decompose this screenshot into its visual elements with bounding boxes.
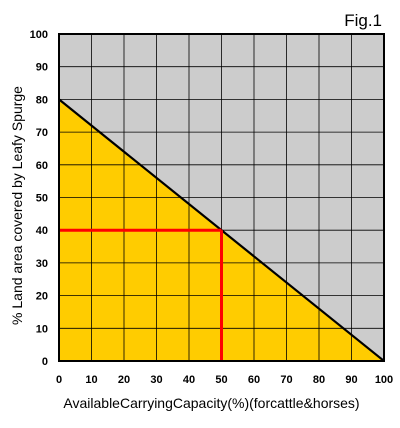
- x-tick-label: 70: [280, 374, 292, 386]
- y-tick-label: 50: [36, 193, 48, 205]
- x-tick-label: 90: [345, 374, 357, 386]
- x-tick-label: 10: [85, 374, 97, 386]
- y-axis-title: % Land area covered by Leafy Spurge: [9, 86, 25, 325]
- x-tick-label: 0: [56, 374, 62, 386]
- plot-frame: [58, 33, 385, 362]
- x-tick-label: 60: [248, 374, 260, 386]
- figure-label: Fig.1: [344, 11, 382, 30]
- y-tick-label: 10: [36, 323, 48, 335]
- y-tick-label: 20: [36, 291, 48, 303]
- x-tick-label: 20: [118, 374, 130, 386]
- y-tick-label: 90: [36, 62, 48, 74]
- x-tick-label: 80: [313, 374, 325, 386]
- x-axis-title: AvailableCarryingCapacity(%)(forcattle&h…: [63, 395, 359, 411]
- y-tick-label: 60: [36, 160, 48, 172]
- highlight-lines: [59, 228, 223, 361]
- y-tick-label: 70: [36, 127, 48, 139]
- x-tick-labels: 0 10 20 30 40 50 60 70 80 90 100: [56, 374, 393, 386]
- y-tick-label: 0: [42, 356, 48, 368]
- x-tick-label: 40: [183, 374, 195, 386]
- y-tick-label: 80: [36, 94, 48, 106]
- x-tick-label: 50: [215, 374, 227, 386]
- y-tick-label: 40: [36, 225, 48, 237]
- y-tick-label: 100: [30, 29, 48, 41]
- y-tick-labels: 0 10 20 30 40 50 60 70 80 90 100: [30, 29, 48, 368]
- y-tick-label: 30: [36, 258, 48, 270]
- x-tick-label: 30: [150, 374, 162, 386]
- x-tick-label: 100: [375, 374, 393, 386]
